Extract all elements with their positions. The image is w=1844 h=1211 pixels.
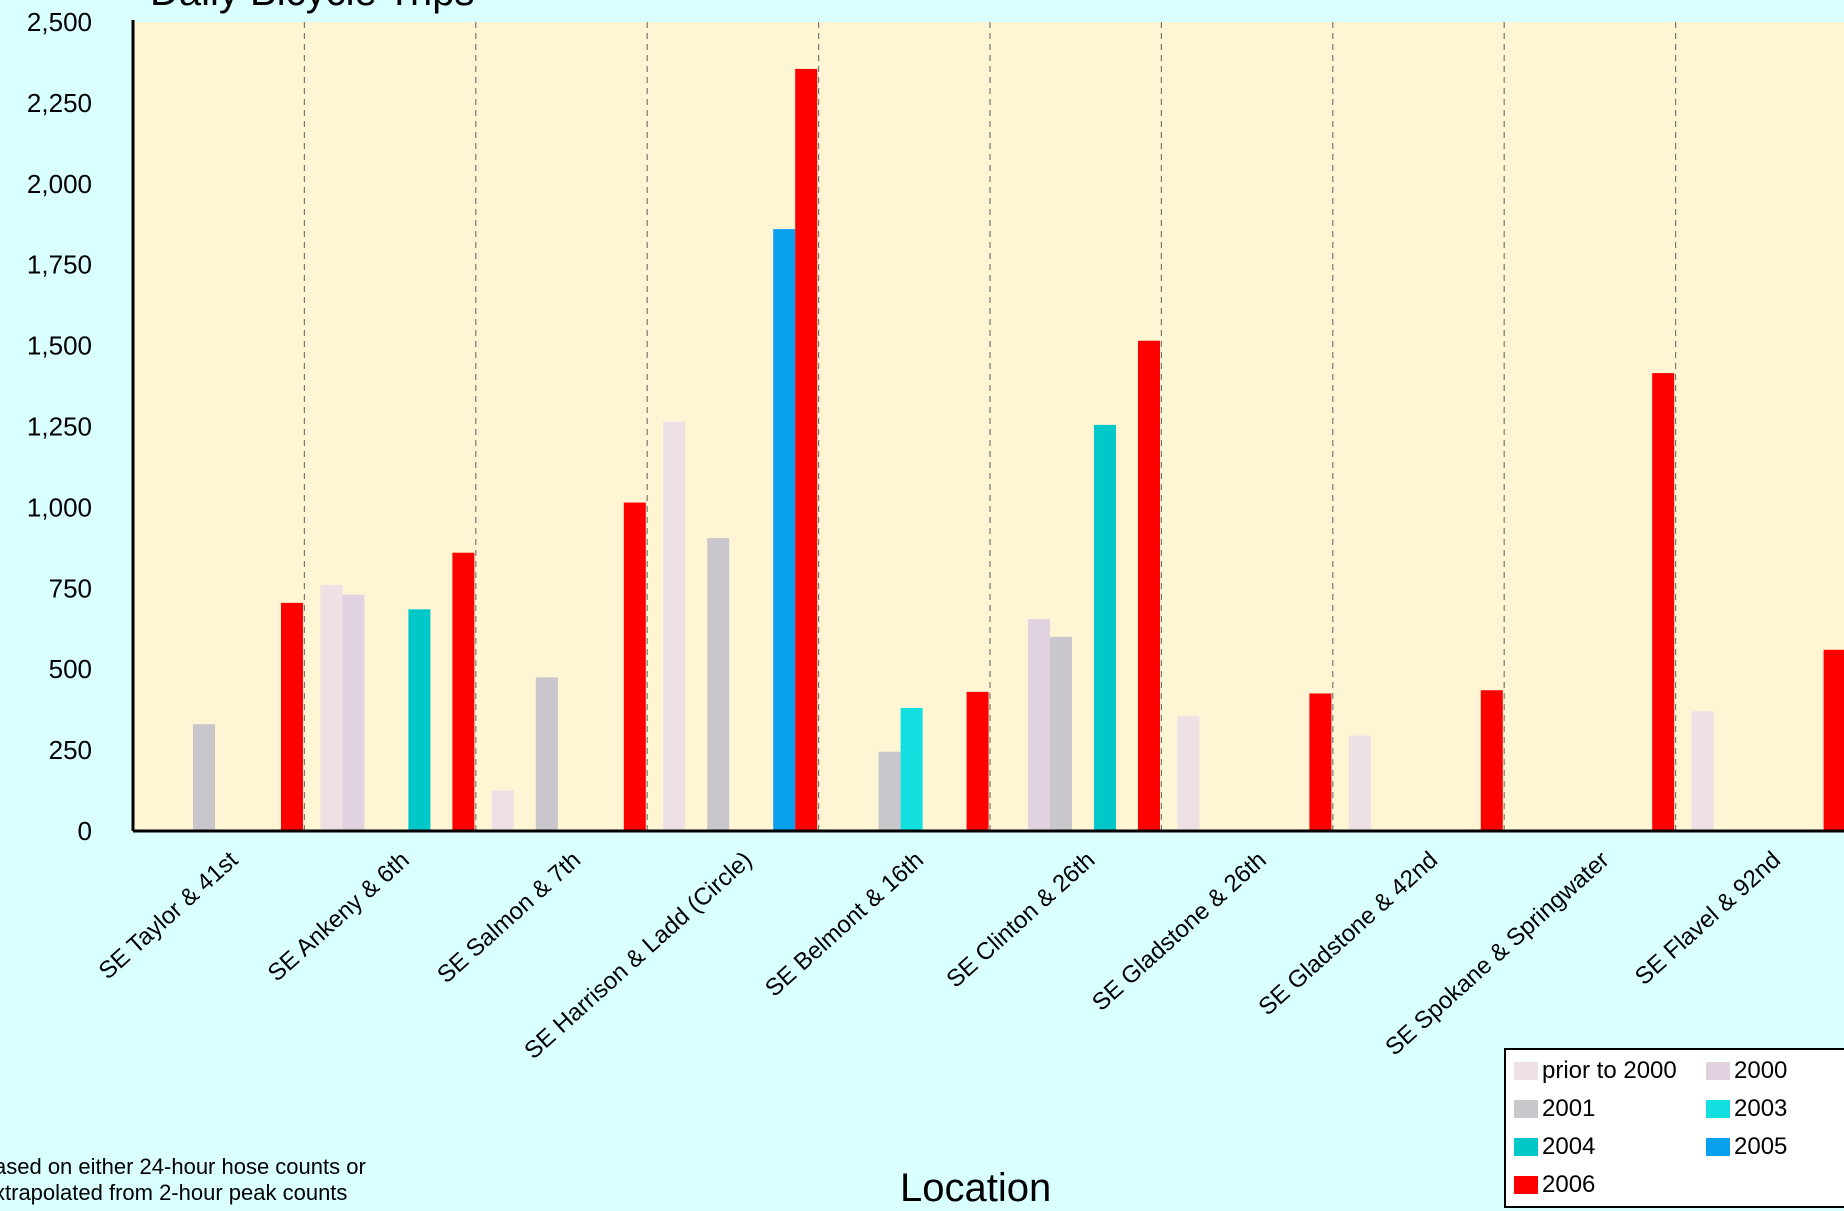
legend: prior to 2000 2000 2001 2003 2004 2005 2006 xyxy=(1504,1048,1844,1208)
x-category-label: SE Belmont & 16th xyxy=(760,846,929,1002)
footnote: ased on either 24-hour hose counts or xt… xyxy=(0,1154,366,1206)
bar xyxy=(342,594,365,831)
legend-item: 2000 xyxy=(1706,1057,1788,1084)
bar xyxy=(1177,716,1200,831)
legend-swatch xyxy=(1514,1062,1538,1080)
y-tick-label: 250 xyxy=(49,735,92,765)
x-category-label: SE Salmon & 7th xyxy=(432,846,586,988)
bar xyxy=(878,751,901,831)
bar xyxy=(491,790,514,831)
bar xyxy=(535,677,558,831)
y-tick-label: 2,500 xyxy=(27,7,92,37)
footnote-line-2: xtrapolated from 2-hour peak counts xyxy=(0,1180,348,1205)
x-axis-title: Location xyxy=(900,1166,1052,1210)
bar xyxy=(623,502,646,831)
bar xyxy=(707,538,730,831)
legend-item: 2004 xyxy=(1514,1133,1596,1160)
x-category-label: SE Ankeny & 6th xyxy=(263,846,415,987)
y-tick-labels: 0 250 500 750 1,000 1,250 1,500 1,750 2,000 2,250… xyxy=(27,7,92,846)
legend-label: prior to 2000 xyxy=(1542,1057,1677,1084)
legend-item: 2003 xyxy=(1706,1095,1788,1122)
bar xyxy=(1094,424,1116,831)
bar xyxy=(1309,693,1332,831)
bar xyxy=(1480,690,1503,831)
bar xyxy=(663,421,686,831)
legend-swatch xyxy=(1514,1100,1538,1118)
y-tick-label: 1,500 xyxy=(27,331,92,361)
bar xyxy=(795,68,818,831)
footnote-line-1: ased on either 24-hour hose counts or xyxy=(0,1154,366,1179)
legend-label: 2001 xyxy=(1542,1095,1596,1122)
bar xyxy=(1050,636,1072,831)
legend-label: 2003 xyxy=(1734,1095,1788,1122)
legend-swatch xyxy=(1514,1176,1538,1194)
x-category-label: SE Gladstone & 26th xyxy=(1087,846,1272,1016)
chart-title-partial: Daily Bicycle Trips xyxy=(150,0,475,15)
legend-label: 2004 xyxy=(1542,1133,1596,1160)
legend-swatch xyxy=(1706,1062,1730,1080)
bar xyxy=(408,609,431,831)
y-tick-label: 0 xyxy=(78,816,92,846)
legend-label: 2005 xyxy=(1734,1133,1788,1160)
legend-item: prior to 2000 xyxy=(1514,1057,1677,1084)
y-tick-label: 1,750 xyxy=(27,250,92,280)
bars-group xyxy=(193,68,1844,831)
bar xyxy=(1348,735,1371,831)
bar xyxy=(281,602,303,831)
category-separators xyxy=(303,22,1677,831)
x-category-label: SE Gladstone & 42nd xyxy=(1253,846,1443,1021)
bar xyxy=(1652,373,1675,831)
bar xyxy=(773,229,796,831)
y-tick-label: 750 xyxy=(49,573,92,603)
y-tick-label: 1,250 xyxy=(27,412,92,442)
bar xyxy=(900,708,923,831)
legend-item: 2006 xyxy=(1514,1171,1596,1198)
x-category-label: SE Taylor & 41st xyxy=(94,846,244,985)
legend-item: 2001 xyxy=(1514,1095,1596,1122)
y-tick-label: 1,000 xyxy=(27,492,92,522)
bar xyxy=(452,552,475,831)
bar xyxy=(966,691,989,831)
legend-swatch xyxy=(1706,1138,1730,1156)
legend-swatch xyxy=(1706,1100,1730,1118)
x-category-labels: SE Taylor & 41st SE Ankeny & 6th SE Salmon… xyxy=(94,846,1786,1064)
bar xyxy=(1138,340,1160,831)
bar xyxy=(320,585,343,831)
legend-item: 2005 xyxy=(1706,1133,1788,1160)
bar xyxy=(1691,711,1714,831)
legend-swatch xyxy=(1514,1138,1538,1156)
legend-label: 2006 xyxy=(1542,1171,1596,1198)
bar xyxy=(1028,619,1050,831)
bar xyxy=(1823,649,1844,831)
x-category-label: SE Clinton & 26th xyxy=(941,846,1100,993)
bar xyxy=(193,724,215,831)
legend-label: 2000 xyxy=(1734,1057,1788,1084)
y-tick-label: 2,250 xyxy=(27,88,92,118)
y-tick-label: 500 xyxy=(49,654,92,684)
x-category-label: SE Flavel & 92nd xyxy=(1630,846,1786,990)
y-tick-label: 2,000 xyxy=(27,169,92,199)
axes-group xyxy=(131,20,1844,833)
